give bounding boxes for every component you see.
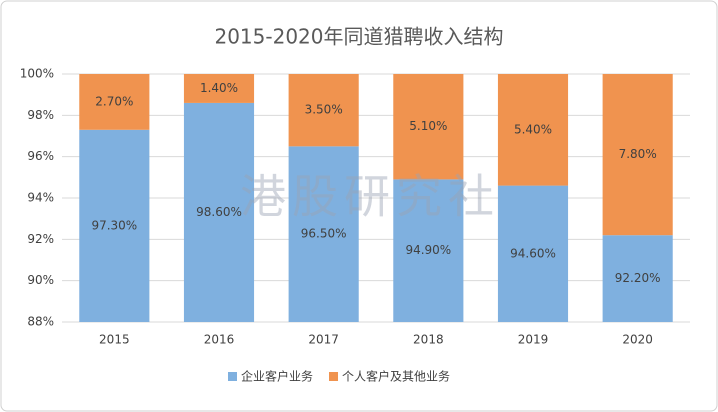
bar-segment — [497, 185, 569, 322]
value-label: 2.70% — [95, 94, 133, 108]
value-label: 1.40% — [200, 81, 238, 95]
y-tick-label: 92% — [27, 232, 54, 246]
plot: 88% 90% 92% 94% 96% 98% 100% 2015 97.30% 2.70% 201… — [20, 67, 690, 347]
value-label: 5.10% — [409, 119, 447, 133]
y-tick-label: 98% — [27, 108, 54, 122]
value-label: 98.60% — [196, 205, 242, 219]
bar-segment — [288, 146, 359, 322]
value-label: 94.90% — [405, 243, 451, 257]
bar-segment — [393, 74, 464, 180]
y-tick-label: 88% — [27, 315, 54, 329]
value-label: 7.80% — [619, 147, 657, 161]
legend-swatch — [329, 372, 339, 381]
y-tick-label: 100% — [20, 67, 54, 81]
bar-segment — [79, 129, 150, 322]
bar-segment — [393, 179, 464, 322]
x-tick-label: 2020 — [622, 333, 653, 347]
watermark: 港股研究社 — [240, 170, 500, 224]
bar-segment — [497, 74, 569, 186]
bar-segment — [602, 235, 673, 322]
x-tick-label: 2015 — [99, 333, 130, 347]
y-tick-label: 96% — [27, 149, 54, 163]
value-label: 5.40% — [514, 122, 552, 136]
legend-label: 企业客户业务 — [241, 369, 313, 384]
value-label: 97.30% — [91, 218, 137, 232]
y-tick-label: 90% — [27, 273, 54, 287]
value-label: 94.60% — [510, 246, 556, 260]
bar-segment — [79, 74, 150, 130]
legend-swatch — [228, 372, 237, 381]
value-label: 92.20% — [615, 271, 661, 285]
chart-title: 2015-2020年同道猎聘收入结构 — [214, 25, 503, 49]
y-tick-label: 94% — [27, 191, 54, 205]
bar-segment — [288, 74, 359, 147]
x-tick-label: 2016 — [204, 333, 235, 347]
x-tick-label: 2018 — [413, 333, 444, 347]
x-tick-label: 2017 — [308, 333, 339, 347]
bar-segment — [183, 74, 255, 103]
bar-segment — [183, 102, 255, 322]
value-label: 96.50% — [301, 227, 347, 241]
x-tick-label: 2019 — [518, 333, 549, 347]
legend-label: 个人客户及其他业务 — [342, 369, 450, 384]
value-label: 3.50% — [305, 103, 343, 117]
bar-segment — [602, 74, 673, 236]
